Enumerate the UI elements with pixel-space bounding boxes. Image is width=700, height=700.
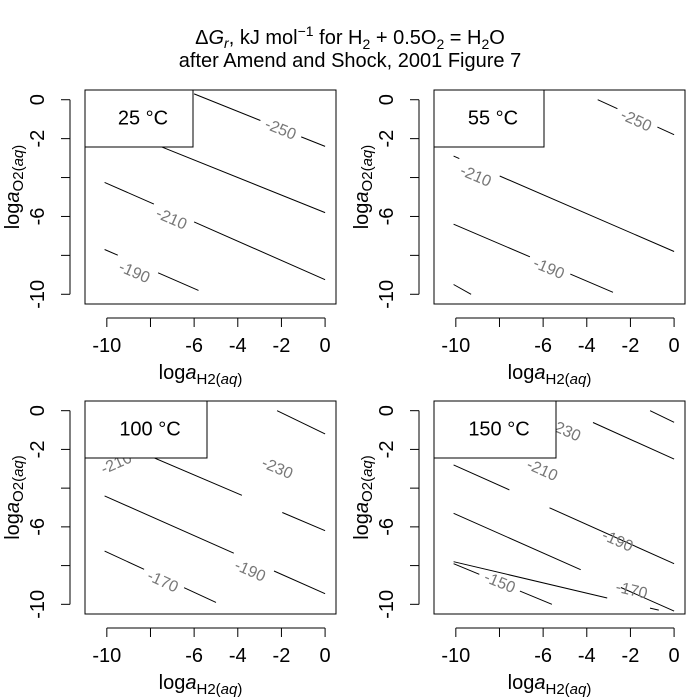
temperature-label: 25 °C <box>118 108 168 130</box>
contour-line <box>453 561 659 611</box>
title-line-1: ΔGr, kJ mol−1 for H2 + 0.5O2 = H2O <box>195 23 505 52</box>
contour-label: -250 <box>618 107 654 136</box>
y-tick-label: -10 <box>376 590 398 619</box>
x-axis-title: logaH2(aq) <box>159 672 243 698</box>
x-tick-label: -2 <box>622 335 640 357</box>
contour-label: -190 <box>232 557 268 586</box>
figure-title: ΔGr, kJ mol−1 for H2 + 0.5O2 = H2O after… <box>179 23 521 72</box>
contour-line <box>453 223 614 293</box>
contour-label: -210 <box>153 205 189 234</box>
x-tick-label: -6 <box>185 335 203 357</box>
y-tick-label: -10 <box>376 280 398 309</box>
y-tick-label: 0 <box>376 405 398 416</box>
panel-55c: -250 -210 -190 55 °C -10 -6 -4 -2 0 0 -2 -6 -10 logaH… <box>351 89 686 388</box>
contour-line <box>104 181 326 281</box>
plot-frame <box>84 400 337 615</box>
contour-line <box>453 512 675 612</box>
contour-line <box>193 93 326 147</box>
contour-label: -250 <box>262 116 298 144</box>
plot-frame <box>433 89 686 305</box>
contour-line <box>453 155 675 252</box>
legend-box <box>433 400 557 459</box>
y-tick-label: -6 <box>27 208 49 226</box>
y-axis-title: logaO2(aq) <box>2 145 27 230</box>
contour-line <box>104 495 326 595</box>
y-tick-label: 0 <box>27 405 49 416</box>
x-tick-label: -2 <box>273 645 291 667</box>
y-axis-title: logaO2(aq) <box>2 455 27 540</box>
contour-label: -170 <box>144 568 180 597</box>
contour-line <box>453 284 472 295</box>
contour-line <box>597 99 675 136</box>
x-tick-label: -4 <box>229 645 247 667</box>
x-tick-label: -2 <box>273 335 291 357</box>
y-tick-label: 0 <box>27 94 49 105</box>
contour-label: -170 <box>614 579 649 603</box>
x-tick-label: -10 <box>92 645 121 667</box>
title-line-2: after Amend and Shock, 2001 Figure 7 <box>179 50 521 72</box>
x-axis-title: logaH2(aq) <box>508 672 592 698</box>
y-tick-label: -2 <box>376 441 398 459</box>
y-tick-label: 0 <box>376 94 398 105</box>
x-tick-label: -4 <box>578 645 596 667</box>
x-tick-label: -6 <box>534 335 552 357</box>
y-tick-label: -6 <box>376 208 398 226</box>
contour-line <box>453 464 675 565</box>
x-tick-label: -6 <box>185 645 203 667</box>
x-tick-label: -10 <box>441 645 470 667</box>
x-tick-label: -2 <box>622 645 640 667</box>
y-tick-label: -6 <box>376 518 398 536</box>
contour-label: -190 <box>599 527 635 556</box>
legend-box <box>84 400 208 459</box>
temperature-label: 100 °C <box>119 419 180 441</box>
x-tick-label: 0 <box>320 335 331 357</box>
contour-line <box>453 563 553 605</box>
y-tick-label: -2 <box>376 130 398 148</box>
legend-box <box>84 89 194 148</box>
plot-frame <box>84 89 337 305</box>
contour-line <box>276 410 326 435</box>
x-tick-label: -4 <box>229 335 247 357</box>
y-tick-label: -2 <box>27 130 49 148</box>
x-tick-label: 0 <box>320 645 331 667</box>
y-axis-title: logaO2(aq) <box>351 145 376 230</box>
contour-label: -210 <box>524 456 560 485</box>
x-tick-label: 0 <box>669 335 680 357</box>
y-axis-title: logaO2(aq) <box>351 455 376 540</box>
contour-label: -230 <box>259 455 295 483</box>
x-axis-title: logaH2(aq) <box>159 362 243 388</box>
contour-label: -190 <box>531 255 567 283</box>
contour-line <box>104 249 199 291</box>
plot-frame <box>433 400 686 615</box>
contour-label: -190 <box>116 259 152 287</box>
y-tick-label: -2 <box>27 441 49 459</box>
x-tick-label: -4 <box>578 335 596 357</box>
y-tick-label: -6 <box>27 518 49 536</box>
x-axis-title: logaH2(aq) <box>508 362 592 388</box>
x-tick-label: -10 <box>441 335 470 357</box>
temperature-label: 150 °C <box>468 419 529 441</box>
contour-line <box>104 550 217 603</box>
temperature-label: 55 °C <box>468 108 518 130</box>
x-tick-label: -10 <box>92 335 121 357</box>
contour-label: -150 <box>481 569 517 597</box>
y-tick-label: -10 <box>27 280 49 309</box>
x-tick-label: -6 <box>534 645 552 667</box>
panel-25c: -250 -210-190 25 °C -10 -6 -4 -2 0 0 -2 -6 -10 logaH… <box>2 89 337 388</box>
contour-line <box>649 410 675 423</box>
y-tick-label: -10 <box>27 590 49 619</box>
contour-label: -210 <box>457 162 493 190</box>
x-tick-label: 0 <box>669 645 680 667</box>
